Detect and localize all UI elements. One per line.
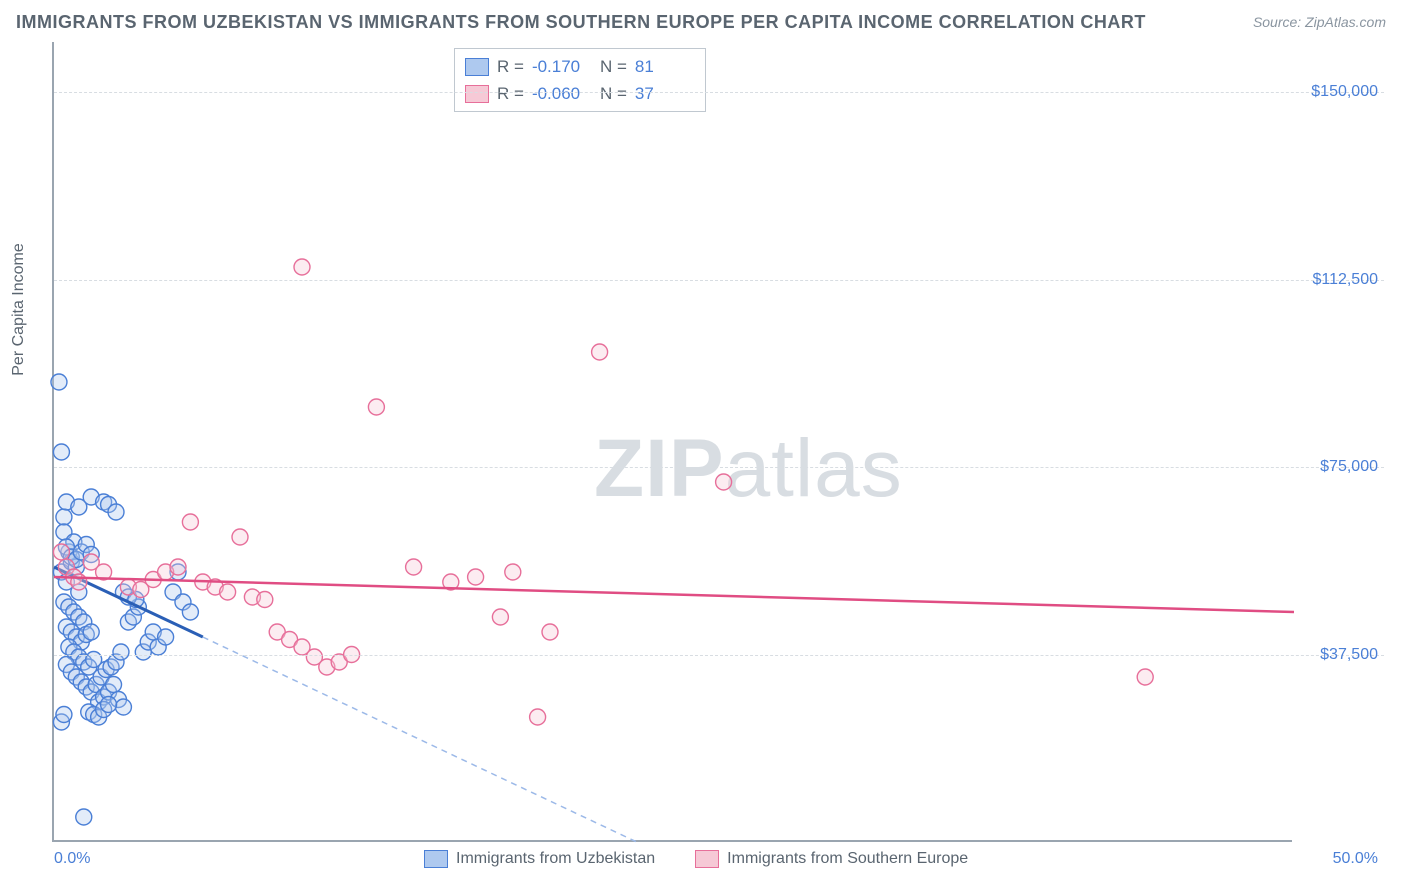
data-point xyxy=(1137,669,1153,685)
gridline xyxy=(54,467,1384,468)
data-point xyxy=(53,544,69,560)
swatch-pink-b xyxy=(695,850,719,868)
data-point xyxy=(220,584,236,600)
source-label: Source: ZipAtlas.com xyxy=(1253,14,1386,30)
y-tick-label: $112,500 xyxy=(1298,271,1378,289)
data-point xyxy=(83,624,99,640)
gridline xyxy=(54,655,1384,656)
data-point xyxy=(76,809,92,825)
data-point xyxy=(53,444,69,460)
chart-title: IMMIGRANTS FROM UZBEKISTAN VS IMMIGRANTS… xyxy=(16,12,1146,33)
data-point xyxy=(530,709,546,725)
data-point xyxy=(182,514,198,530)
data-point xyxy=(108,504,124,520)
gridline xyxy=(54,280,1384,281)
data-point xyxy=(182,604,198,620)
series-legend: Immigrants from Uzbekistan Immigrants fr… xyxy=(424,850,968,868)
data-point xyxy=(170,559,186,575)
data-point xyxy=(56,707,72,723)
plot-region: ZIPatlas R = -0.170 N = 81 R = -0.060 N … xyxy=(52,42,1292,842)
data-point xyxy=(368,399,384,415)
data-point xyxy=(106,677,122,693)
data-point xyxy=(51,374,67,390)
swatch-blue-b xyxy=(424,850,448,868)
y-tick-label: $37,500 xyxy=(1298,646,1378,664)
data-point xyxy=(542,624,558,640)
data-point xyxy=(716,474,732,490)
data-point xyxy=(592,344,608,360)
legend-item-2: Immigrants from Southern Europe xyxy=(695,850,968,868)
series-name-1: Immigrants from Uzbekistan xyxy=(456,850,655,868)
data-point xyxy=(56,509,72,525)
data-point xyxy=(468,569,484,585)
trend-line xyxy=(54,577,1294,612)
data-point xyxy=(113,644,129,660)
data-point xyxy=(294,259,310,275)
y-axis-label: Per Capita Income xyxy=(10,243,28,376)
y-tick-label: $75,000 xyxy=(1298,458,1378,476)
gridline xyxy=(54,92,1384,93)
x-tick-label: 0.0% xyxy=(54,850,90,868)
data-point xyxy=(406,559,422,575)
trend-line-dashed xyxy=(203,637,637,842)
chart-area: Per Capita Income ZIPatlas R = -0.170 N … xyxy=(52,42,1382,842)
data-point xyxy=(158,629,174,645)
series-name-2: Immigrants from Southern Europe xyxy=(727,850,968,868)
data-point xyxy=(492,609,508,625)
data-point xyxy=(232,529,248,545)
data-point xyxy=(505,564,521,580)
data-point xyxy=(257,592,273,608)
plot-svg xyxy=(54,42,1384,842)
y-tick-label: $150,000 xyxy=(1298,83,1378,101)
data-point xyxy=(101,697,117,713)
legend-item-1: Immigrants from Uzbekistan xyxy=(424,850,655,868)
x-tick-label: 50.0% xyxy=(1333,850,1378,868)
data-point xyxy=(115,699,131,715)
